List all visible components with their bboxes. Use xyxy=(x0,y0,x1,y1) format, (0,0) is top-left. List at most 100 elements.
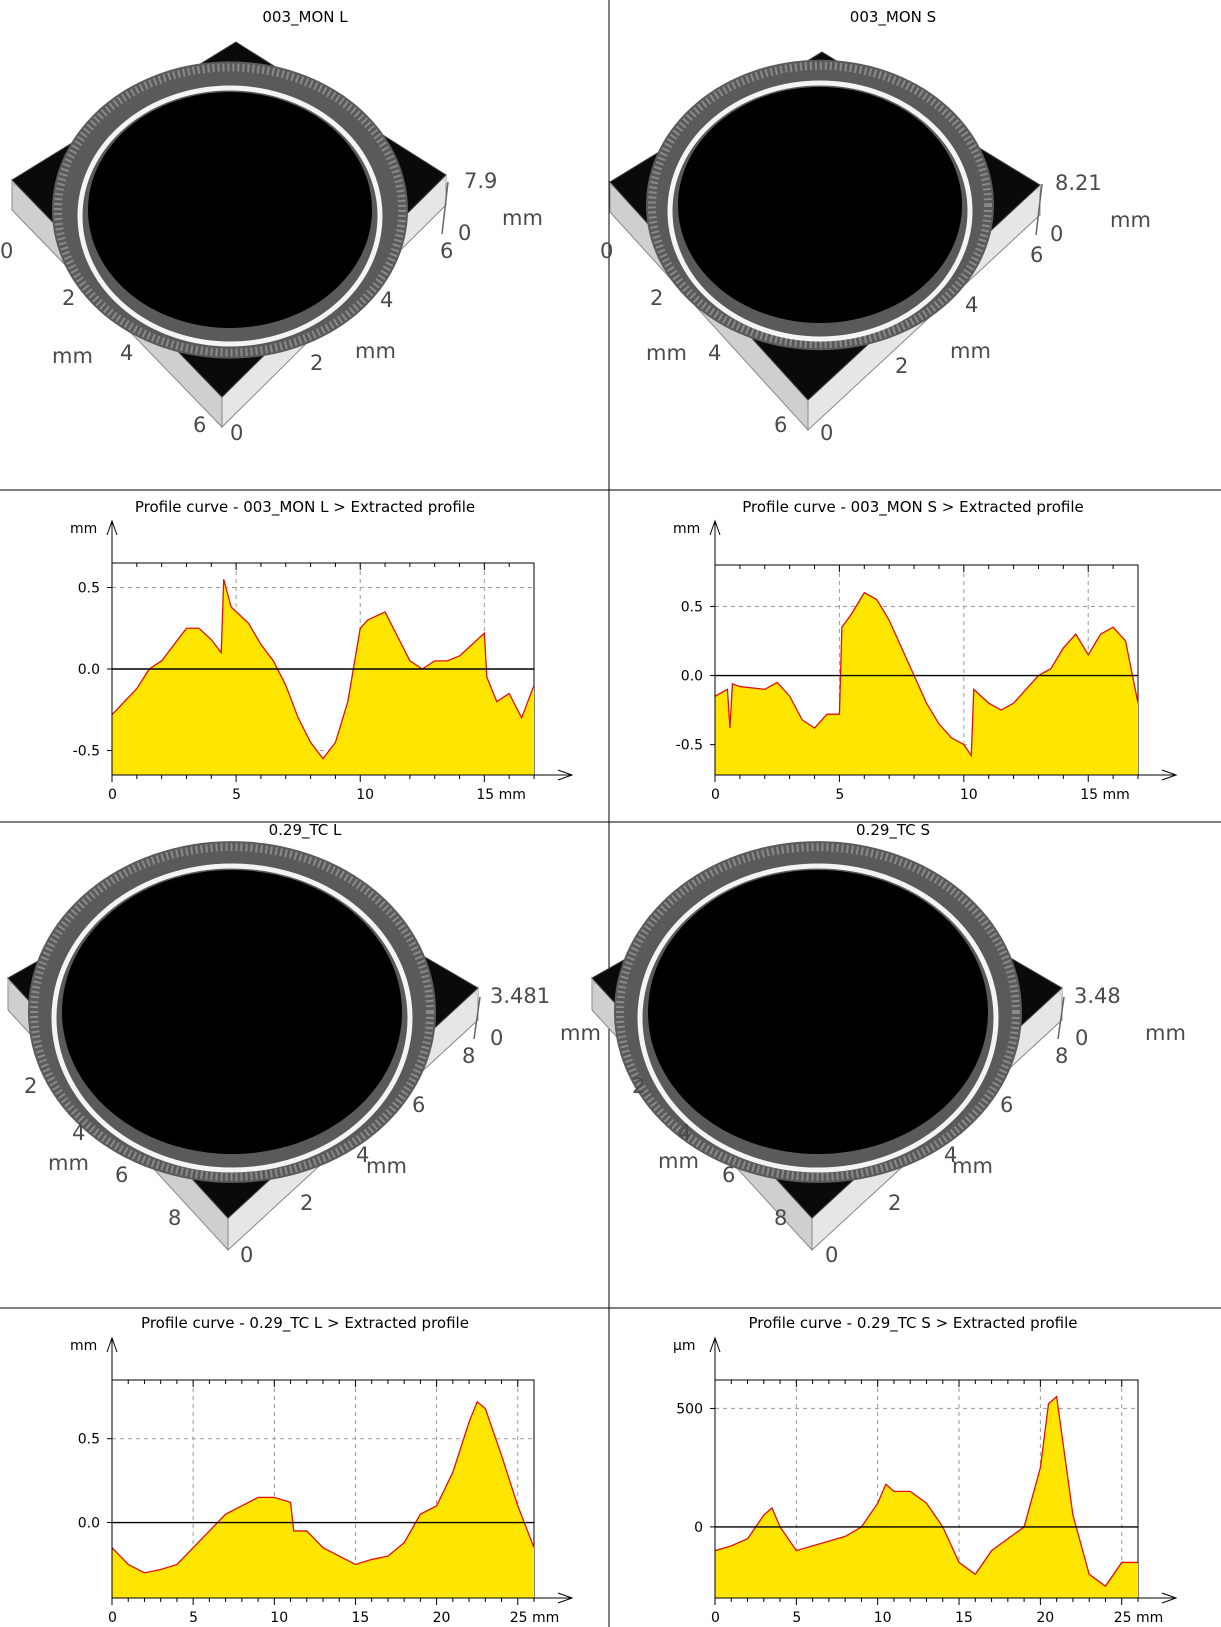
y-axis-unit: mm xyxy=(70,521,97,537)
right-axis-tick: 6 xyxy=(440,239,453,263)
left-axis-tick: 6 xyxy=(774,413,787,437)
x-tick-label: 0 xyxy=(108,1610,117,1626)
x-tick-label: 10 xyxy=(270,1610,288,1626)
x-tick-label: 10 xyxy=(874,1610,892,1626)
panel-title: 0.29_TC S xyxy=(856,821,930,840)
y-tick-label: 0.0 xyxy=(78,662,100,678)
panel-title: 003_MON S xyxy=(850,8,936,27)
right-axis-tick: 8 xyxy=(462,1044,475,1068)
chart-title: Profile curve - 003_MON S > Extracted pr… xyxy=(742,498,1084,517)
right-axis-tick: 6 xyxy=(1030,243,1043,267)
left-axis-unit: mm xyxy=(646,341,687,365)
right-axis-tick: 2 xyxy=(300,1191,313,1215)
left-axis-unit: mm xyxy=(658,1149,699,1173)
left-axis-tick: 2 xyxy=(650,286,663,310)
x-tick-label: 0 xyxy=(108,787,117,803)
y-tick-label: 0.0 xyxy=(681,669,703,685)
x-tick-label: 20 xyxy=(433,1610,451,1626)
surface-panel-3: 3.481 0 mm 2 4 6 8 mm 0 2 4 6 8 mm 0.29_TC L xyxy=(8,821,601,1267)
profile-chart-2: 0 5 10 15 mm -0.5 0.0 0.5 mm Profile curve - 003… xyxy=(673,498,1176,803)
surface-hole xyxy=(678,87,962,323)
right-axis-tick: 2 xyxy=(310,351,323,375)
z-min-label: 0 xyxy=(1075,1026,1088,1050)
right-axis-tick: 0 xyxy=(825,1243,838,1267)
surface-hole xyxy=(62,870,402,1154)
left-axis-tick: 2 xyxy=(24,1074,37,1098)
x-tick-label: 15 xyxy=(351,1610,369,1626)
right-axis-tick: 8 xyxy=(1055,1044,1068,1068)
profile-chart-4: 0 5 10 15 20 25 mm 0 500 μm Profile curve - 0.29_… xyxy=(673,1314,1176,1626)
right-axis-unit: mm xyxy=(952,1154,993,1178)
x-tick-label: 25 mm xyxy=(1114,1610,1164,1626)
y-tick-label: 0.5 xyxy=(681,599,703,615)
z-unit-label: mm xyxy=(560,1021,601,1045)
left-axis-unit: mm xyxy=(48,1151,89,1175)
right-axis-tick: 4 xyxy=(965,293,978,317)
panel-title: 003_MON L xyxy=(262,8,348,27)
right-axis-tick: 6 xyxy=(412,1093,425,1117)
z-min-label: 0 xyxy=(490,1026,503,1050)
right-axis-tick: 0 xyxy=(240,1243,253,1267)
y-tick-label: 500 xyxy=(676,1401,703,1417)
x-tick-label: 15 mm xyxy=(476,787,526,803)
chart-title: Profile curve - 0.29_TC L > Extracted pr… xyxy=(141,1314,469,1333)
x-tick-label: 25 mm xyxy=(510,1610,560,1626)
chart-title: Profile curve - 003_MON L > Extracted pr… xyxy=(135,498,475,517)
y-axis-unit: mm xyxy=(673,521,700,537)
surface-panel-4: 3.48 0 mm 2 4 6 8 mm 0 2 4 6 8 mm 0.29_TC S xyxy=(592,821,1186,1267)
left-axis-tick: 6 xyxy=(193,413,206,437)
profile-chart-1: 0 5 10 15 mm -0.5 0.0 0.5 mm Profile curve - 003… xyxy=(70,498,572,803)
surface-hole xyxy=(88,92,372,328)
y-tick-label: 0.0 xyxy=(78,1516,100,1532)
left-axis-unit: mm xyxy=(52,344,93,368)
right-axis-unit: mm xyxy=(355,339,396,363)
z-unit-label: mm xyxy=(1110,208,1151,232)
x-tick-label: 15 xyxy=(955,1610,973,1626)
left-axis-tick: 4 xyxy=(708,341,721,365)
z-min-label: 0 xyxy=(1050,222,1063,246)
surface-panel-1: 7.9 0 mm 0 2 4 6 mm 0 2 4 6 mm 003_MON L xyxy=(0,8,543,445)
z-max-label: 3.48 xyxy=(1074,984,1121,1008)
left-axis-tick: 4 xyxy=(72,1121,85,1145)
z-unit-label: mm xyxy=(502,206,543,230)
y-tick-label: 0 xyxy=(694,1520,703,1536)
x-tick-label: 0 xyxy=(711,787,720,803)
panel-title: 0.29_TC L xyxy=(269,821,342,840)
right-axis-tick: 2 xyxy=(888,1191,901,1215)
right-axis-unit: mm xyxy=(950,339,991,363)
profile-chart-3: 0 5 10 15 20 25 mm 0.0 0.5 mm Profile curve - 0.2… xyxy=(70,1314,572,1626)
left-axis-tick: 0 xyxy=(600,239,613,263)
left-axis-tick: 8 xyxy=(168,1206,181,1230)
chart-title: Profile curve - 0.29_TC S > Extracted pr… xyxy=(748,1314,1077,1333)
left-axis-tick: 6 xyxy=(115,1163,128,1187)
y-axis-unit: μm xyxy=(673,1338,696,1354)
z-max-label: 3.481 xyxy=(490,984,550,1008)
z-min-label: 0 xyxy=(458,221,471,245)
left-axis-tick: 2 xyxy=(62,286,75,310)
left-axis-tick: 4 xyxy=(678,1121,691,1145)
left-axis-tick: 2 xyxy=(632,1074,645,1098)
left-axis-tick: 4 xyxy=(120,341,133,365)
left-axis-tick: 8 xyxy=(774,1206,787,1230)
y-tick-label: 0.5 xyxy=(78,1432,100,1448)
surface-hole xyxy=(648,870,988,1154)
left-axis-tick: 0 xyxy=(0,239,13,263)
x-tick-label: 5 xyxy=(835,787,844,803)
right-axis-tick: 6 xyxy=(1000,1093,1013,1117)
y-tick-label: -0.5 xyxy=(73,744,100,760)
left-axis-tick: 6 xyxy=(722,1163,735,1187)
z-unit-label: mm xyxy=(1145,1021,1186,1045)
y-axis-unit: mm xyxy=(70,1338,97,1354)
x-tick-label: 5 xyxy=(792,1610,801,1626)
y-tick-label: -0.5 xyxy=(676,738,703,754)
x-tick-label: 5 xyxy=(232,787,241,803)
x-tick-label: 10 xyxy=(356,787,374,803)
right-axis-tick: 2 xyxy=(895,354,908,378)
x-tick-label: 0 xyxy=(711,1610,720,1626)
z-max-label: 8.21 xyxy=(1055,171,1102,195)
z-max-label: 7.9 xyxy=(464,169,497,193)
x-tick-label: 15 mm xyxy=(1080,787,1130,803)
surface-panel-2: 8.210mm0246mm0246mm003_MON S xyxy=(600,8,1151,445)
y-tick-label: 0.5 xyxy=(78,580,100,596)
